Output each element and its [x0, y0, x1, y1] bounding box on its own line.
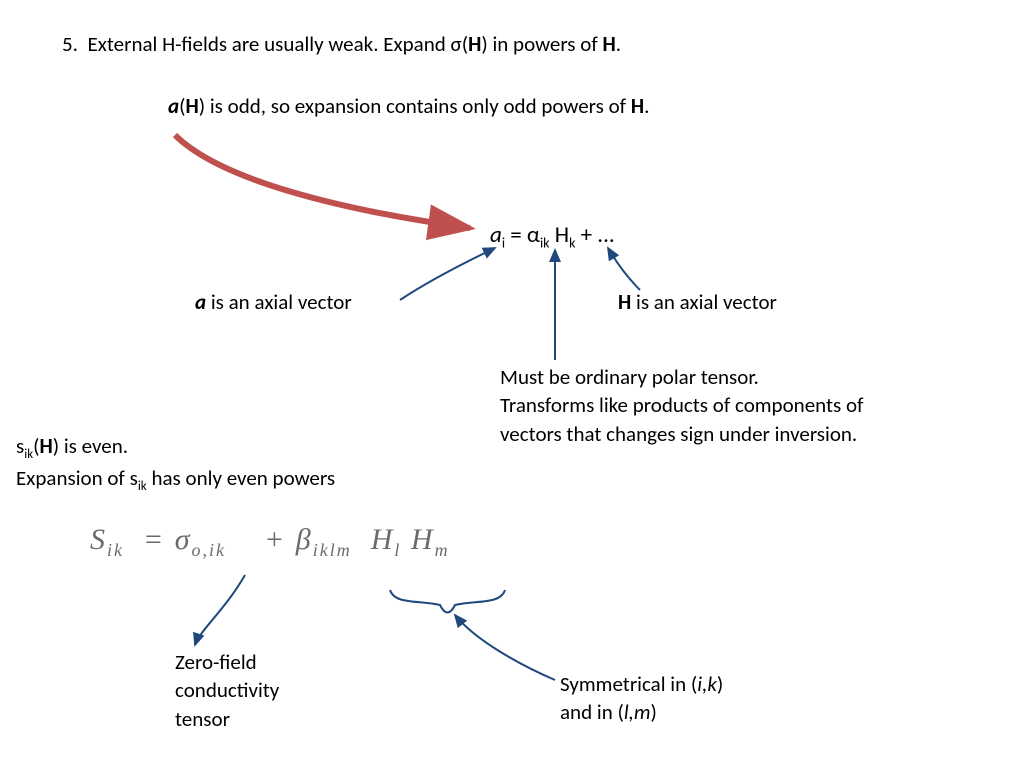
title-sigma: σ — [451, 31, 462, 57]
title-H2: H — [603, 31, 616, 57]
title-mid: ) in powers of — [481, 31, 602, 57]
odd-text: ) is odd, so expansion contains only odd… — [199, 93, 631, 119]
axial-a: a — [195, 289, 206, 315]
equation: ai = αik Hk + ... — [490, 220, 615, 253]
sik-rest: ) is even. — [53, 433, 128, 459]
blue-arrow-right — [608, 248, 640, 290]
symmetric-label: Symmetrical in (i,k) and in (l,m) — [560, 670, 723, 727]
tensor-line2: Transforms like products of components o… — [500, 391, 863, 419]
axial-a-label: a is an axial vector — [195, 288, 352, 316]
title-pre: External H-fields are usually weak. Expa… — [87, 31, 450, 57]
axial-H-text: is an axial vector — [631, 289, 777, 315]
sik-line2b: has only even powers — [147, 465, 335, 491]
zero-field-label: Zero-field conductivity tensor — [175, 648, 279, 733]
eq-a: a — [490, 221, 502, 249]
eq-H: H — [550, 221, 570, 249]
tensor-note: Must be ordinary polar tensor. Transform… — [500, 363, 863, 448]
tensor-line3: vectors that changes sign under inversio… — [500, 420, 863, 448]
sik-sub2: ik — [138, 479, 147, 494]
odd-end: . — [644, 93, 649, 119]
sik-line2a: Expansion of s — [16, 465, 138, 491]
title-end: . — [616, 31, 621, 57]
sik-H: H — [40, 433, 53, 459]
blue-arrow-sigma0 — [195, 575, 245, 645]
eq-eq: = — [505, 221, 527, 249]
blue-arrow-symmetric — [455, 615, 555, 680]
handwritten-equation: Sik = σo,ik + βiklm Hl Hm — [90, 520, 450, 562]
sik-sub1: ik — [24, 447, 33, 462]
title-H1: H — [468, 31, 481, 57]
axial-H-label: H is an axial vector — [618, 288, 777, 316]
sym-lm: l,m — [624, 699, 651, 725]
sym-ik: i,k — [697, 671, 717, 697]
tensor-line1: Must be ordinary polar tensor. — [500, 363, 863, 391]
zf-line3: tensor — [175, 705, 279, 733]
title-line: 5. External H-fields are usually weak. E… — [62, 30, 621, 58]
sik-note: sik(H) is even. Expansion of sik has onl… — [16, 432, 335, 495]
eq-alpha: α — [527, 221, 540, 249]
axial-H: H — [618, 289, 631, 315]
odd-line: a(H) is odd, so expansion contains only … — [168, 92, 649, 120]
eq-plus: + ... — [575, 221, 614, 249]
sym-2a: and in ( — [560, 699, 624, 725]
axial-a-text: is an axial vector — [206, 289, 352, 315]
odd-H: H — [185, 93, 198, 119]
blue-arrow-left — [400, 248, 495, 300]
title-number: 5. — [62, 31, 78, 57]
odd-a: a — [168, 93, 179, 119]
odd-H2: H — [631, 93, 644, 119]
zf-line1: Zero-field — [175, 648, 279, 676]
sik-s: s — [16, 433, 24, 459]
zf-line2: conductivity — [175, 676, 279, 704]
sym-1b: ) — [717, 671, 723, 697]
sym-1a: Symmetrical in ( — [560, 671, 697, 697]
eq-sub-ik: ik — [540, 235, 550, 252]
brace-beta — [390, 590, 505, 613]
sym-2b: ) — [651, 699, 657, 725]
red-arrow — [175, 135, 470, 228]
